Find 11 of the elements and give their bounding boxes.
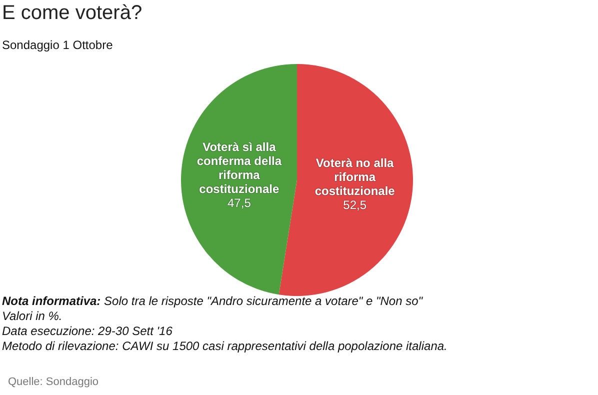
source-note: Quelle: Sondaggio [8,376,99,388]
text: Metodo di rilevazione: CAWI su 1500 casi rappresentativi della popolazione italiana. [2,339,448,354]
text: Sondaggio 1 Ottobre [2,38,113,52]
data-label: 52,5 [343,198,367,212]
slice-label: Voterà sì alla conferma della riforma costituzionale [196,140,282,196]
text: Valori in %. [2,309,64,324]
data-label: 47,5 [228,196,252,210]
text: Nota informativa: Solo tra le risposte "Andro sicuramente a votare" e "Non so" [2,294,424,309]
slice-label: Voterà no alla riforma costituzionale [314,156,396,198]
text: Data esecuzione: 29-30 Sett '16 [2,324,174,339]
chart-title: E come voterà? [2,2,142,25]
